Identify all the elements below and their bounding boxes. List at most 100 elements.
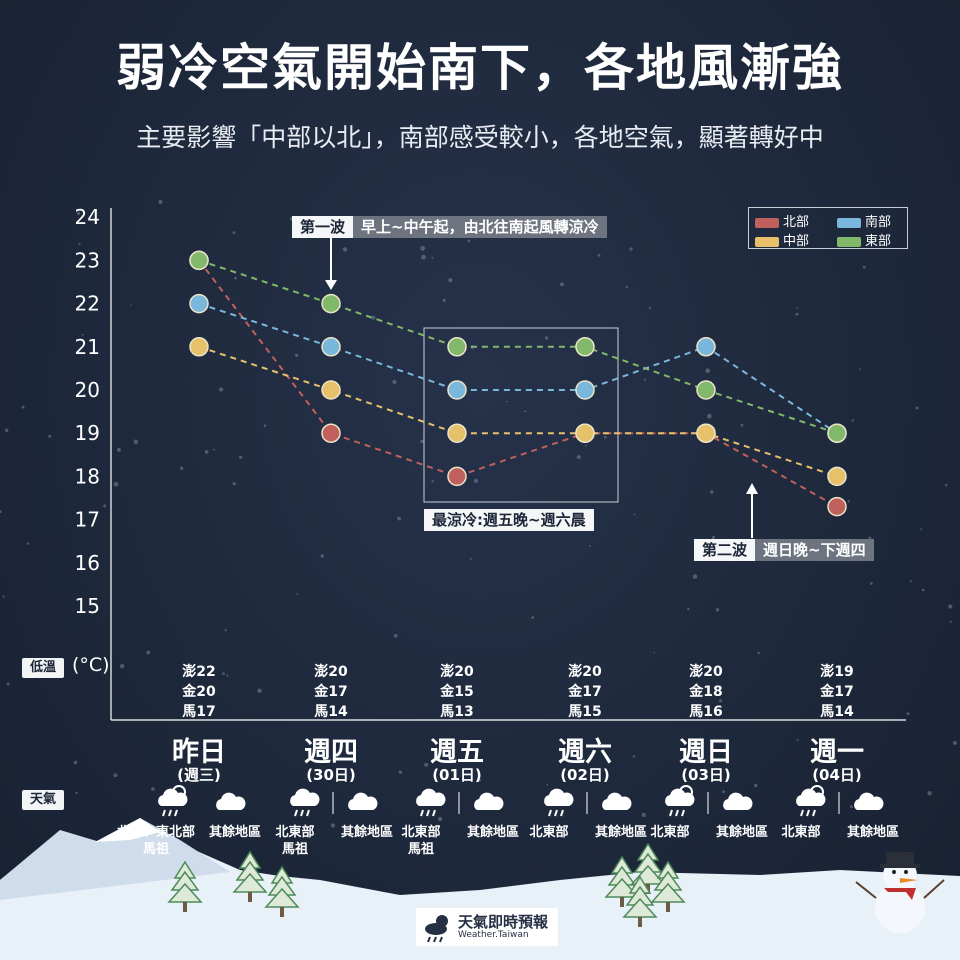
wave1-tag: 第一波 bbox=[292, 216, 354, 238]
kinmen-temp: 金17 bbox=[314, 684, 348, 700]
penghu-temp: 澎19 bbox=[820, 664, 854, 680]
weather-region-1: 北東部 bbox=[529, 825, 569, 840]
weather-tag: 天氣 bbox=[22, 790, 64, 810]
y-tick-label: 20 bbox=[75, 378, 100, 402]
day-name: 週一 bbox=[810, 737, 864, 768]
point-east-3 bbox=[575, 337, 595, 357]
point-central-1 bbox=[321, 380, 341, 400]
kinmen-temp: 金17 bbox=[820, 684, 854, 700]
day-name: 週五 bbox=[430, 737, 484, 768]
legend-south-label: 南部 bbox=[865, 215, 892, 230]
partly-cloudy-rain-icon bbox=[796, 785, 826, 817]
rain-cloud-icon bbox=[544, 788, 574, 817]
brand-name: 天氣即時預報 bbox=[458, 913, 549, 931]
weather-region-2: 其餘地區 bbox=[594, 825, 647, 840]
legend-north: 北部 bbox=[755, 211, 809, 230]
trees bbox=[167, 842, 686, 927]
y-tick-label: 18 bbox=[75, 464, 100, 488]
penghu-temp: 澎20 bbox=[689, 664, 723, 680]
legend-east-label: 東部 bbox=[865, 234, 892, 249]
series-line-central bbox=[198, 345, 838, 478]
mountain-peak bbox=[95, 818, 160, 842]
low-temp-tag: 低溫 bbox=[22, 658, 64, 678]
cloud-icon bbox=[854, 792, 884, 810]
point-north-2 bbox=[447, 466, 467, 487]
point-central-2 bbox=[447, 423, 467, 443]
y-tick-label: 16 bbox=[75, 551, 100, 575]
weather-region-1: 北東部 馬祖 bbox=[401, 825, 441, 857]
weather-region-2: 其餘地區 bbox=[846, 825, 899, 840]
day-name: 昨日 bbox=[172, 737, 226, 768]
coolest-callout: 最涼冷:週五晚~週六晨 bbox=[424, 509, 594, 531]
snowman bbox=[855, 852, 945, 933]
rain-cloud-icon bbox=[290, 788, 320, 817]
kinmen-temp: 金15 bbox=[440, 684, 474, 700]
day-name: 週日 bbox=[679, 737, 733, 768]
weather-icons bbox=[158, 785, 884, 817]
kinmen-temp: 金18 bbox=[689, 684, 723, 700]
weather-region-1: 北東部 bbox=[781, 825, 821, 840]
point-central-4 bbox=[696, 423, 716, 443]
cloud-icon bbox=[723, 792, 753, 810]
y-tick-label: 24 bbox=[75, 205, 100, 229]
cloud-icon bbox=[216, 792, 246, 810]
y-tick-label: 22 bbox=[75, 292, 100, 316]
series-line-east bbox=[198, 259, 838, 435]
legend-east: 東部 bbox=[837, 230, 891, 249]
matsu-temp: 馬17 bbox=[182, 704, 216, 720]
y-tick-labels: 15 16 17 18 19 20 21 22 23 24 bbox=[75, 205, 100, 618]
legend-south: 南部 bbox=[837, 211, 891, 230]
penghu-temp: 澎20 bbox=[314, 664, 348, 680]
wave1-arrow-head bbox=[325, 280, 337, 290]
matsu-temp: 馬14 bbox=[314, 704, 348, 720]
point-north-5 bbox=[827, 496, 847, 517]
wave2-arrow-head bbox=[746, 483, 758, 494]
weather-region-1: 北東部 馬祖 bbox=[275, 825, 315, 857]
point-east-4 bbox=[696, 380, 716, 400]
chart-legend: 北部 南部 中部 東部 bbox=[748, 207, 908, 249]
kinmen-temp: 金20 bbox=[182, 684, 216, 700]
point-south-4 bbox=[696, 337, 716, 357]
weather-region-1: 北部、東北部 馬祖 bbox=[116, 825, 195, 857]
point-north-1 bbox=[321, 423, 341, 443]
wave2-text: 週日晚~下週四 bbox=[755, 539, 874, 561]
wave1-callout: 第一波 早上~中午起，由北往南起風轉涼冷 bbox=[292, 216, 607, 238]
point-central-5 bbox=[827, 466, 847, 487]
y-tick-label: 15 bbox=[75, 594, 100, 618]
tree bbox=[650, 860, 686, 912]
day-date: (01日) bbox=[432, 766, 482, 784]
wave1-text: 早上~中午起，由北往南起風轉涼冷 bbox=[353, 216, 607, 238]
cloud-icon bbox=[474, 792, 504, 810]
point-east-2 bbox=[447, 337, 467, 357]
page-title: 弱冷空氣開始南下，各地風漸強 bbox=[116, 39, 844, 97]
penghu-temp: 澎20 bbox=[568, 664, 602, 680]
matsu-temp: 馬13 bbox=[440, 704, 474, 720]
penghu-temp: 澎20 bbox=[440, 664, 474, 680]
matsu-temp: 馬15 bbox=[568, 704, 602, 720]
series-line-north bbox=[198, 259, 838, 508]
temp-unit: (°C) bbox=[72, 654, 110, 676]
y-tick-label: 17 bbox=[75, 508, 100, 532]
cloud-icon bbox=[348, 792, 378, 810]
point-south-0 bbox=[189, 293, 209, 314]
y-tick-label: 23 bbox=[75, 248, 100, 272]
point-east-1 bbox=[321, 293, 341, 314]
partly-cloudy-rain-icon bbox=[665, 785, 695, 817]
y-tick-label: 19 bbox=[75, 421, 100, 445]
point-south-3 bbox=[575, 380, 595, 400]
penghu-temp: 澎22 bbox=[182, 664, 216, 680]
day-date: (30日) bbox=[306, 766, 356, 784]
coolest-text: 最涼冷:週五晚~週六晨 bbox=[424, 509, 594, 531]
tree bbox=[622, 875, 658, 927]
point-central-0 bbox=[189, 337, 209, 357]
legend-central: 中部 bbox=[755, 230, 809, 249]
day-date: (04日) bbox=[812, 766, 862, 784]
day-name: 週六 bbox=[558, 737, 612, 768]
legend-east-swatch bbox=[837, 236, 861, 247]
wave2-tag: 第二波 bbox=[694, 539, 756, 561]
day-name: 週四 bbox=[304, 737, 358, 768]
day-date: (02日) bbox=[560, 766, 610, 784]
legend-central-swatch bbox=[755, 236, 779, 247]
